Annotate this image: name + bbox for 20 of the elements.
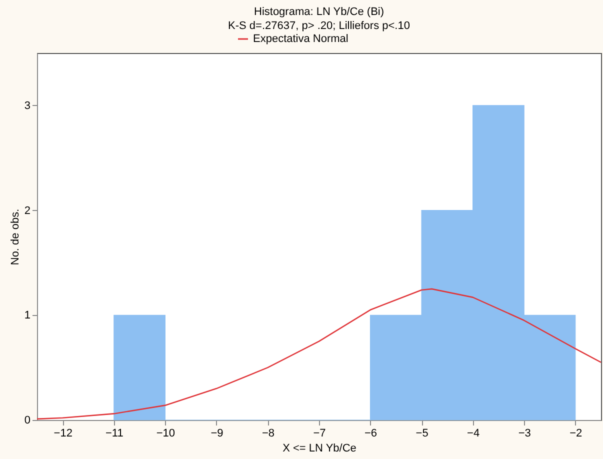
x-tick-label: −7	[313, 428, 326, 440]
x-tick-label: −6	[364, 428, 378, 440]
x-axis-title: X <= LN Yb/Ce	[282, 442, 356, 454]
x-tick-label: −4	[467, 428, 480, 440]
y-tick-label: 3	[24, 100, 30, 112]
x-tick-label: −3	[518, 428, 531, 440]
x-tick-label: −10	[156, 428, 176, 440]
y-tick-label: 1	[24, 310, 30, 322]
chart-title: Histograma: LN Yb/Ce (Bi)	[254, 6, 384, 18]
x-tick-label: −12	[54, 428, 72, 440]
y-tick-label: 0	[24, 414, 30, 426]
y-tick-label: 2	[24, 204, 30, 217]
x-tick-label: −11	[105, 428, 124, 440]
x-tick-label: −9	[210, 428, 224, 440]
y-axis-title: No. de obs.	[9, 208, 22, 266]
x-tick-label: −2	[570, 428, 582, 440]
x-tick-label: −5	[416, 428, 428, 440]
legend-label: Expectativa Normal	[253, 33, 348, 45]
chart-subtitle: K-S d=.27637, p> .20; Lilliefors p<.10	[228, 20, 410, 32]
x-tick-label: −8	[262, 428, 274, 440]
